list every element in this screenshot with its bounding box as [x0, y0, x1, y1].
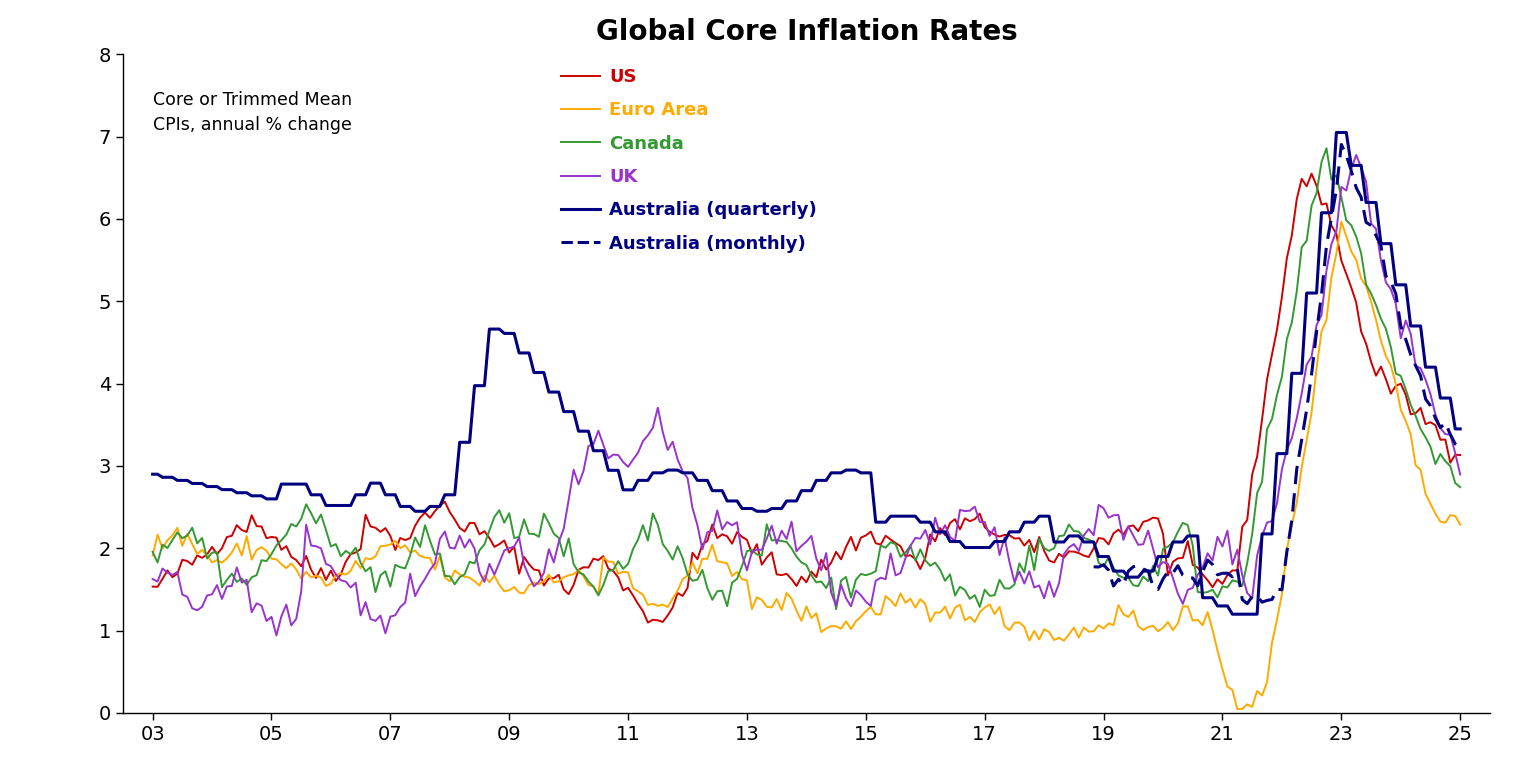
- Canada: [1452, 483, 1470, 492]
- Euro Area: [1229, 704, 1247, 714]
- Australia (quarterly): [1452, 424, 1470, 433]
- UK: [1367, 224, 1385, 233]
- Canada: [143, 547, 161, 556]
- Canada: [668, 542, 687, 551]
- US: [723, 539, 742, 549]
- Canada: [717, 601, 736, 611]
- Title: Global Core Inflation Rates: Global Core Inflation Rates: [596, 19, 1017, 46]
- UK: [1347, 150, 1366, 160]
- UK: [673, 467, 691, 476]
- Australia (monthly): [1372, 241, 1390, 250]
- Line: US: US: [152, 174, 1461, 622]
- Australia (monthly): [1396, 335, 1415, 344]
- Euro Area: [668, 586, 687, 595]
- Euro Area: [1332, 217, 1350, 226]
- UK: [1452, 470, 1470, 479]
- US: [639, 618, 657, 627]
- Australia (quarterly): [1238, 609, 1256, 618]
- Australia (quarterly): [1382, 239, 1401, 248]
- UK: [1382, 284, 1401, 294]
- Australia (quarterly): [942, 537, 960, 546]
- Euro Area: [1382, 361, 1401, 370]
- Line: UK: UK: [152, 155, 1461, 635]
- US: [143, 582, 161, 591]
- UK: [946, 536, 965, 546]
- Australia (quarterly): [143, 470, 161, 479]
- Australia (monthly): [1421, 401, 1439, 411]
- Australia (monthly): [1452, 443, 1470, 453]
- Legend: US, Euro Area, Canada, UK, Australia (quarterly), Australia (monthly): US, Euro Area, Canada, UK, Australia (qu…: [553, 61, 825, 260]
- Australia (monthly): [1238, 599, 1256, 608]
- Australia (monthly): [1387, 289, 1405, 298]
- Canada: [1144, 561, 1163, 570]
- UK: [143, 574, 161, 584]
- Australia (quarterly): [717, 496, 736, 505]
- Canada: [1367, 301, 1385, 310]
- Canada: [1382, 343, 1401, 352]
- Euro Area: [143, 551, 161, 560]
- Australia (monthly): [1332, 140, 1350, 149]
- US: [946, 515, 965, 524]
- Euro Area: [717, 559, 736, 568]
- Australia (monthly): [1114, 580, 1132, 590]
- US: [1452, 450, 1470, 460]
- Canada: [946, 591, 965, 600]
- Euro Area: [1138, 622, 1157, 632]
- UK: [1144, 544, 1163, 553]
- Line: Australia (monthly): Australia (monthly): [1094, 144, 1461, 604]
- Line: Australia (quarterly): Australia (quarterly): [152, 133, 1461, 614]
- UK: [267, 631, 286, 640]
- Canada: [1318, 143, 1336, 153]
- Euro Area: [1367, 315, 1385, 325]
- Euro Area: [1452, 520, 1470, 529]
- Australia (monthly): [1084, 562, 1103, 571]
- Euro Area: [942, 614, 960, 623]
- Canada: [826, 604, 845, 614]
- Line: Canada: Canada: [152, 148, 1461, 609]
- Text: Core or Trimmed Mean
CPIs, annual % change: Core or Trimmed Mean CPIs, annual % chan…: [152, 91, 352, 134]
- Australia (quarterly): [1367, 198, 1385, 207]
- US: [1382, 389, 1401, 398]
- Australia (quarterly): [1327, 128, 1346, 137]
- US: [673, 591, 691, 601]
- Australia (quarterly): [1138, 567, 1157, 576]
- US: [1367, 371, 1385, 381]
- US: [1144, 513, 1163, 522]
- US: [1303, 169, 1321, 178]
- Australia (quarterly): [668, 466, 687, 475]
- Australia (monthly): [1382, 277, 1401, 287]
- Line: Euro Area: Euro Area: [152, 222, 1461, 709]
- UK: [723, 521, 742, 530]
